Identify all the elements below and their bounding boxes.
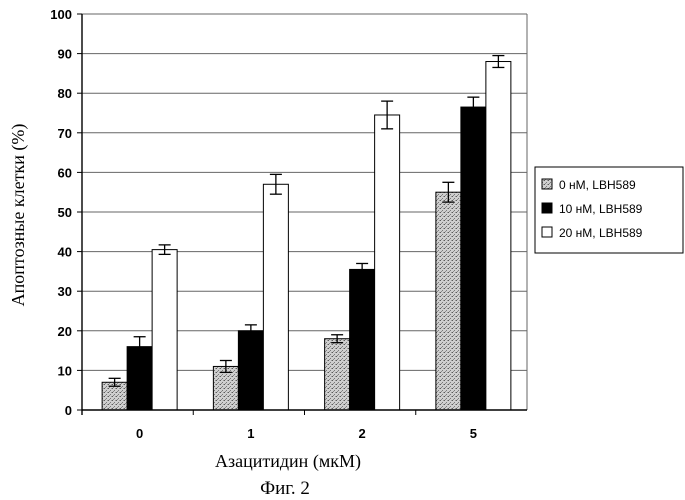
bar-3-cat-0 (152, 250, 177, 410)
y-tick-label: 80 (58, 86, 72, 101)
y-tick-label: 60 (58, 165, 72, 180)
y-tick-label: 20 (58, 324, 72, 339)
x-tick-label: 0 (136, 426, 143, 441)
y-tick-label: 0 (65, 403, 72, 418)
bar-1-cat-5 (436, 192, 461, 410)
y-tick-label: 100 (50, 7, 72, 22)
legend: 0 нМ, LBH589 10 нМ, LBH589 20 нМ, LBH589 (535, 167, 683, 253)
y-tick-label: 90 (58, 47, 72, 62)
y-tick-label: 10 (58, 363, 72, 378)
legend-swatch (542, 203, 552, 213)
x-tick-label: 2 (359, 426, 366, 441)
legend-swatch (542, 179, 552, 189)
y-tick-label: 40 (58, 245, 72, 260)
bar-1-cat-2 (325, 339, 350, 410)
y-tick-label: 30 (58, 284, 72, 299)
bar-2-cat-1 (238, 331, 263, 410)
legend-label: 0 нМ, LBH589 (559, 178, 636, 192)
x-tick-label: 5 (470, 426, 477, 441)
plot-area (102, 56, 511, 410)
bar-2-cat-2 (350, 269, 375, 410)
y-tick-label: 70 (58, 126, 72, 141)
bar-3-cat-1 (263, 184, 288, 410)
x-tick-label: 1 (247, 426, 254, 441)
y-axis-title: Апоптозные клетки (%) (8, 124, 29, 307)
y-tick-label: 50 (58, 205, 72, 220)
legend-label: 10 нМ, LBH589 (559, 202, 643, 216)
bar-3-cat-5 (486, 62, 511, 410)
figure-caption: Фиг. 2 (260, 478, 310, 499)
bar-2-cat-5 (461, 107, 486, 410)
legend-swatch (542, 227, 552, 237)
legend-label: 20 нМ, LBH589 (559, 226, 643, 240)
x-axis-title: Азацитидин (мкМ) (215, 451, 361, 472)
bar-3-cat-2 (375, 115, 400, 410)
